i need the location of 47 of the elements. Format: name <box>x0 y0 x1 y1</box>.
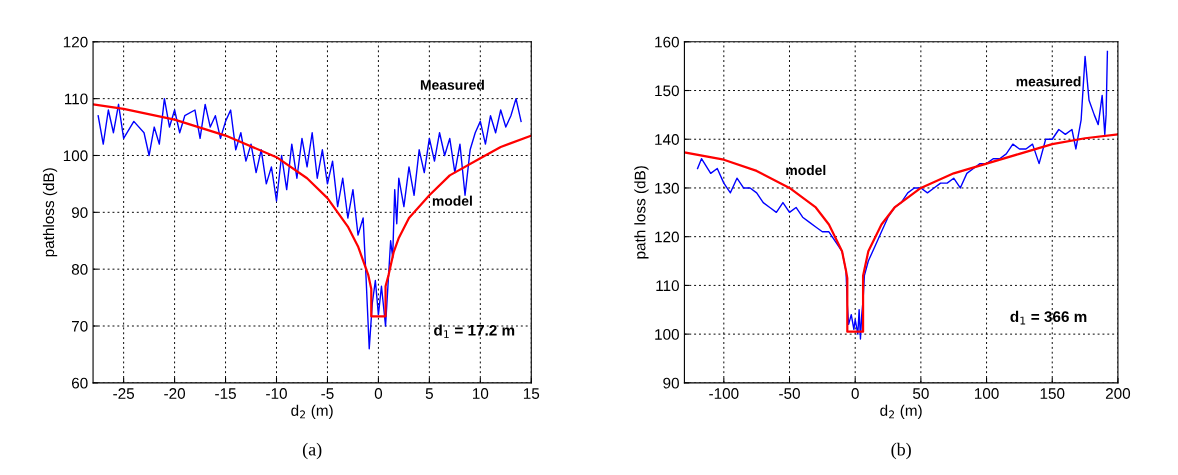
x-tick-label: 100 <box>974 388 999 399</box>
x-axis-title: d$_{2}$ (m) <box>880 404 922 419</box>
annotation: d$_{1}$ = 366 m <box>1010 310 1087 325</box>
x-tick-label: 0 <box>851 388 859 399</box>
x-tick-label: 10 <box>472 388 489 399</box>
series-label: model <box>432 195 472 206</box>
line-series <box>93 103 532 318</box>
x-tick-label: -10 <box>266 388 287 399</box>
x-tick-label: -50 <box>779 388 800 399</box>
y-tick-label: 140 <box>655 134 679 145</box>
y-tick-label: 70 <box>71 320 88 332</box>
line-series <box>97 97 522 350</box>
x-tick-label: 50 <box>912 388 929 399</box>
y-tick-label: 120 <box>63 36 88 48</box>
series-label: measured <box>1016 76 1081 87</box>
annotation: d$_{1}$ = 17.2 m <box>434 324 515 339</box>
y-tick-label: 120 <box>655 231 679 243</box>
x-axis-title: d$_{2}$ (m) <box>291 404 333 419</box>
y-tick-label: 160 <box>655 36 679 48</box>
x-tick-label: -20 <box>164 388 186 399</box>
text: (b) <box>891 442 911 460</box>
x-tick-label: 150 <box>1040 388 1065 399</box>
x-tick-label: -100 <box>709 388 739 399</box>
x-tick-label: 0 <box>374 388 383 399</box>
y-tick-label: 150 <box>655 85 679 97</box>
y-axis-title: path loss (dB) <box>634 166 649 259</box>
series-label: model <box>786 164 826 176</box>
y-tick-label: 80 <box>71 264 88 275</box>
y-tick-label: 130 <box>655 182 679 194</box>
y-axis-title: pathloss (dB) <box>42 168 58 257</box>
x-tick-label: -15 <box>215 388 236 399</box>
y-tick-label: 60 <box>71 377 88 389</box>
x-tick-label: -5 <box>321 388 334 399</box>
x-tick-label: 5 <box>425 388 433 399</box>
x-tick-label: 200 <box>1105 388 1131 399</box>
x-tick-label: 15 <box>523 388 540 399</box>
text: (a) <box>302 442 322 460</box>
series-label: Measured <box>420 79 484 90</box>
line-series <box>684 133 1118 333</box>
line-series <box>696 50 1109 340</box>
y-tick-label: 90 <box>663 377 679 389</box>
y-tick-label: 90 <box>71 207 88 219</box>
y-tick-label: 110 <box>656 280 679 292</box>
y-tick-label: 100 <box>63 150 88 162</box>
y-tick-label: 100 <box>655 329 679 340</box>
x-tick-label: -25 <box>113 388 135 399</box>
y-tick-label: 110 <box>65 93 88 105</box>
